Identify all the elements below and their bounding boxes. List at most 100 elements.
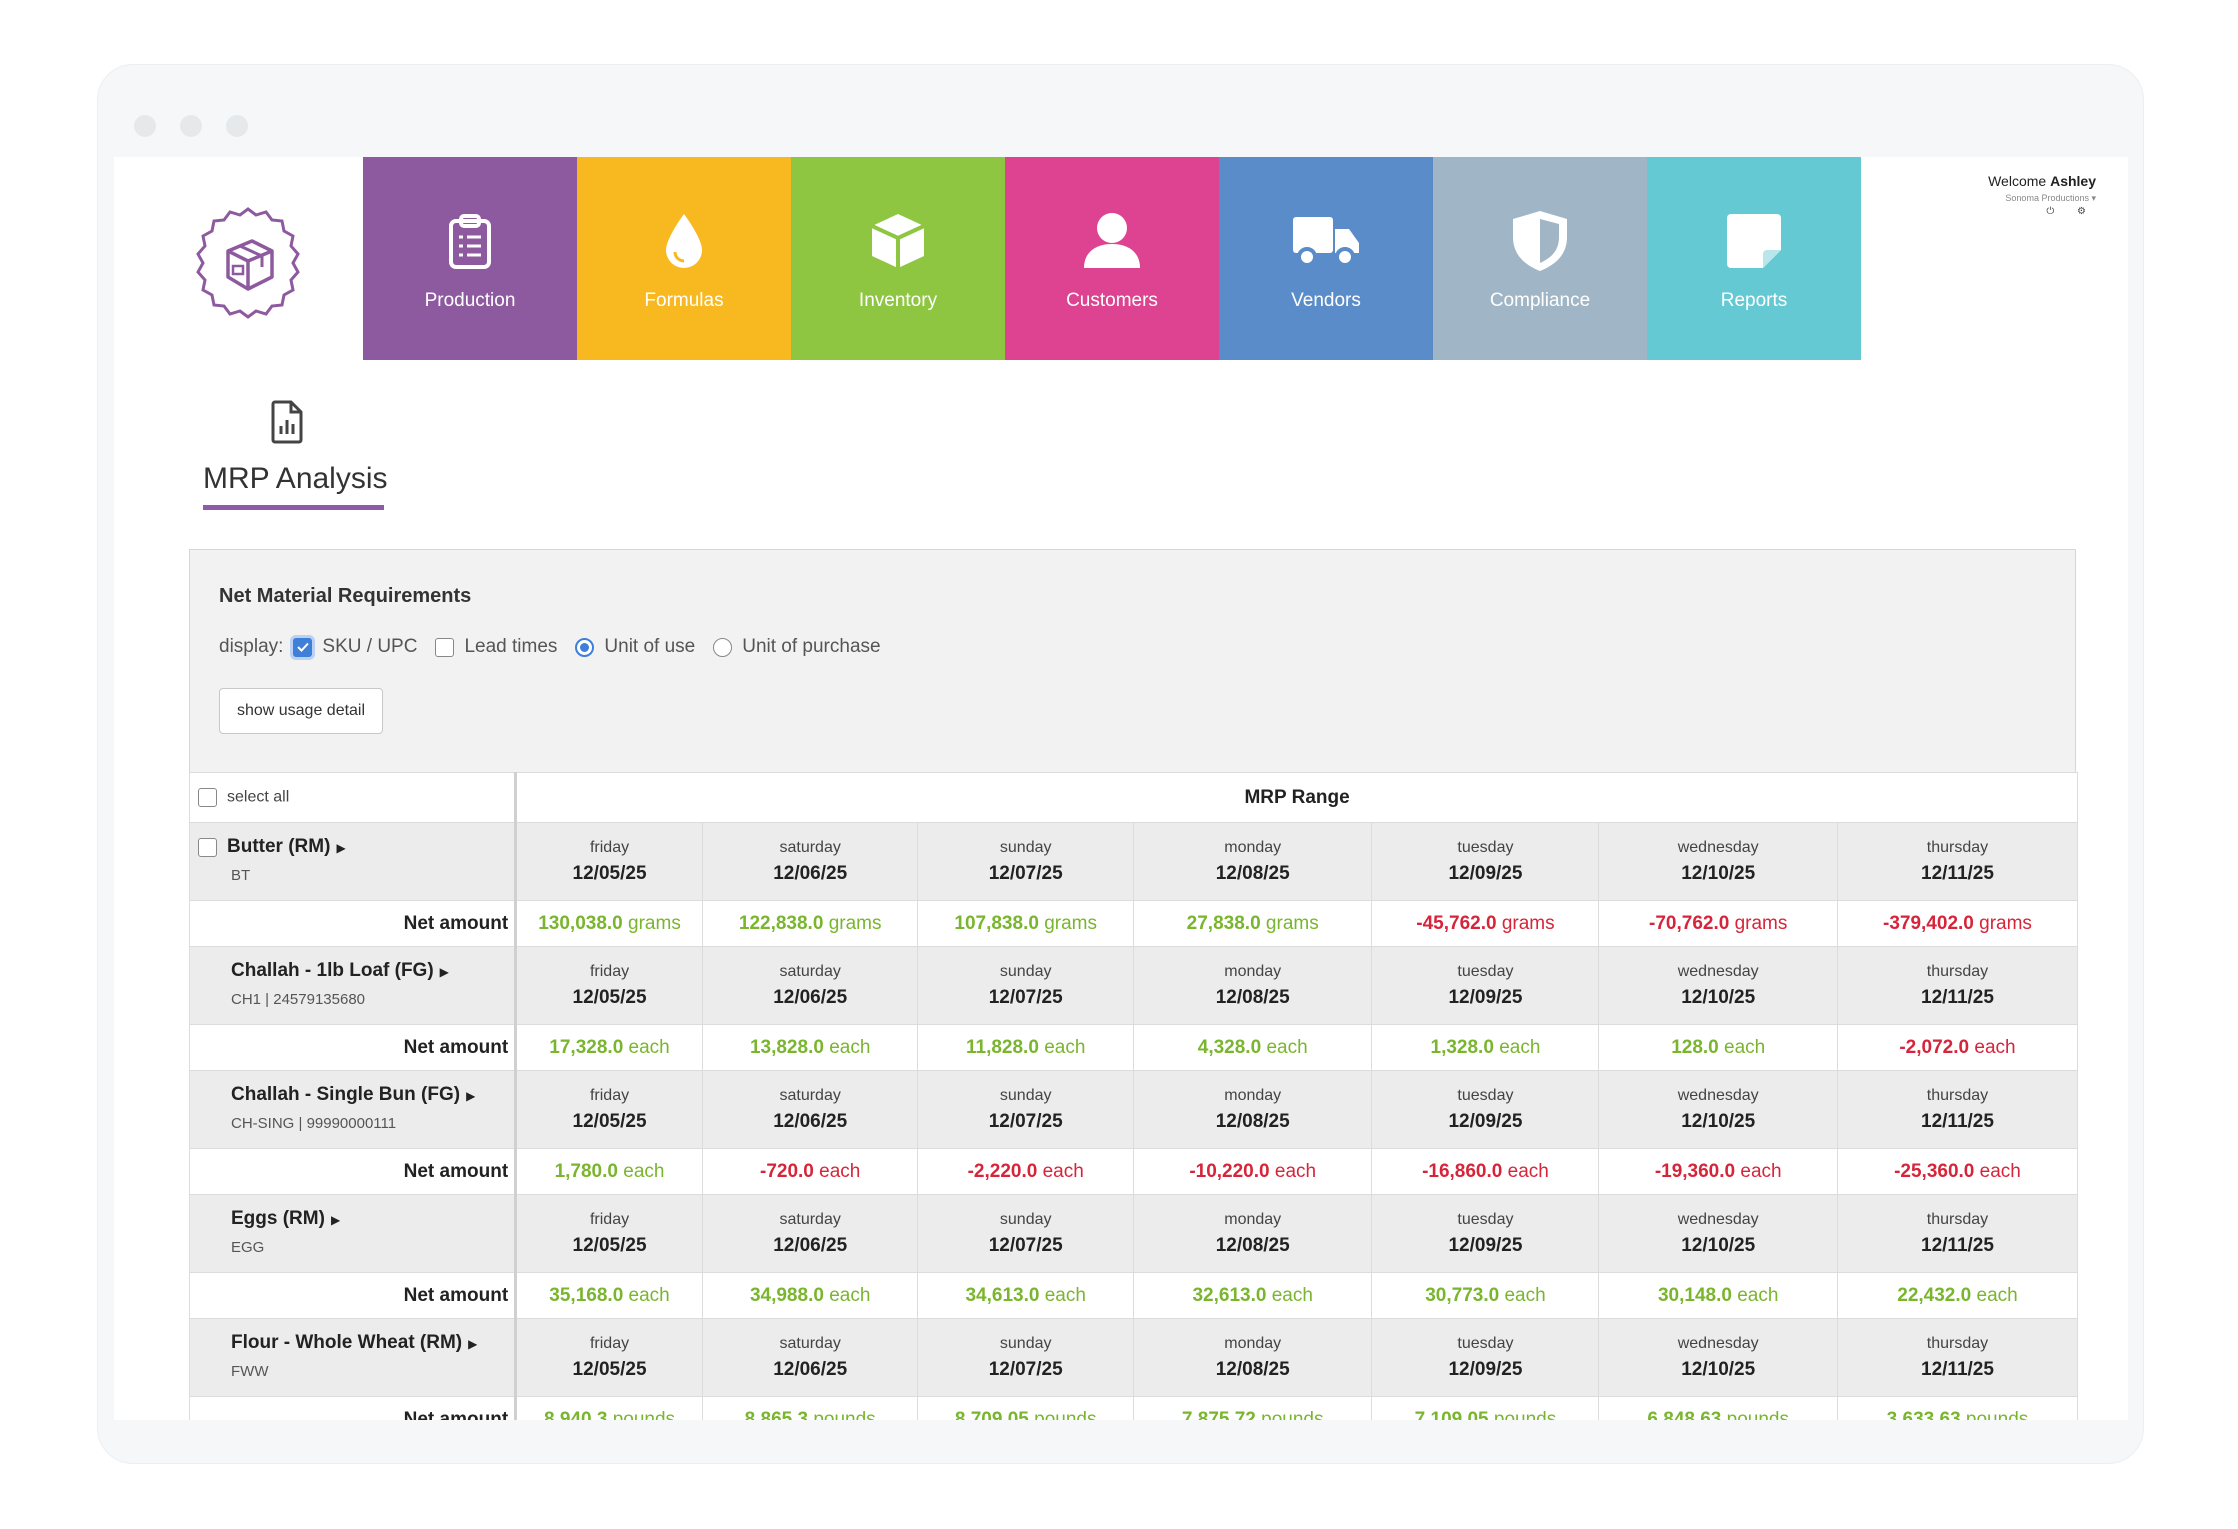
item-line: Butter (RM) ▶: [198, 836, 514, 858]
option-unit-of-purchase[interactable]: Unit of purchase: [713, 636, 881, 658]
net-amount-number: -19,360.0: [1654, 1160, 1736, 1182]
nav-production[interactable]: Production: [363, 157, 577, 360]
net-amount-unit: each: [819, 1160, 861, 1182]
net-amount-value: 27,838.0 grams: [1132, 900, 1373, 947]
show-usage-detail-button[interactable]: show usage detail: [219, 688, 383, 734]
day-cell: saturday 12/06/25: [701, 946, 919, 1025]
item-sku: FWW: [231, 1363, 269, 1380]
day-date: 12/09/25: [1448, 1234, 1523, 1256]
item-name[interactable]: Flour - Whole Wheat (RM) ▶: [231, 1332, 478, 1353]
expand-triangle-icon[interactable]: ▶: [330, 1213, 341, 1227]
item-sku: EGG: [231, 1239, 265, 1256]
page-title: MRP Analysis: [203, 462, 388, 495]
day-cell: tuesday 12/09/25: [1371, 822, 1600, 901]
day-name: friday: [589, 1334, 630, 1352]
user-menu[interactable]: Welcome Ashley Sonoma Productions ▾ ⏻ ⚙: [1988, 173, 2096, 217]
window-close-dot[interactable]: [134, 115, 156, 137]
shield-icon: [1505, 206, 1575, 276]
nav-formulas[interactable]: Formulas: [577, 157, 791, 360]
day-cell: friday 12/05/25: [515, 1318, 703, 1397]
unit-of-use-radio[interactable]: [575, 637, 595, 657]
item-checkbox[interactable]: [198, 837, 217, 857]
select-all-checkbox[interactable]: [198, 788, 217, 807]
day-name: friday: [589, 1210, 630, 1228]
day-name: monday: [1224, 838, 1282, 856]
option-unit-of-use[interactable]: Unit of use: [575, 636, 695, 658]
net-amount-number: -16,860.0: [1422, 1160, 1503, 1182]
net-amount-unit: each: [623, 1160, 665, 1182]
day-cell: monday 12/08/25: [1132, 1318, 1373, 1397]
unit-of-purchase-radio[interactable]: [713, 637, 733, 657]
day-date: 12/10/25: [1681, 1110, 1756, 1132]
nav-compliance[interactable]: Compliance: [1433, 157, 1647, 360]
day-date: 12/09/25: [1448, 862, 1523, 884]
user-icon: [1077, 206, 1147, 276]
day-cell: tuesday 12/09/25: [1371, 1318, 1600, 1397]
net-amount-number: -10,220.0: [1189, 1160, 1270, 1182]
select-all-cell[interactable]: select all: [188, 772, 518, 823]
net-amount-value: -2,220.0 each: [917, 1148, 1134, 1195]
day-date: 12/09/25: [1448, 1110, 1523, 1132]
item-name[interactable]: Butter (RM) ▶: [227, 836, 346, 857]
option-sku[interactable]: SKU / UPC: [293, 636, 417, 658]
item-name[interactable]: Challah - 1lb Loaf (FG) ▶: [231, 960, 449, 981]
net-amount-row: Net amount 8,940.3 pounds 8,865.3 pounds 8,…: [188, 1396, 2079, 1421]
option-lead-times[interactable]: Lead times: [435, 636, 557, 658]
app-logo[interactable]: [188, 203, 308, 323]
net-amount-unit: each: [1724, 1036, 1766, 1058]
nav-vendors[interactable]: Vendors: [1219, 157, 1433, 360]
net-amount-unit: each: [628, 1284, 670, 1306]
net-amount-value: -2,072.0 each: [1836, 1024, 2079, 1071]
company-selector[interactable]: Sonoma Productions ▾: [2005, 193, 2096, 203]
item-name[interactable]: Challah - Single Bun (FG) ▶: [231, 1084, 476, 1105]
day-name: sunday: [999, 1086, 1052, 1104]
nav-reports[interactable]: Reports: [1647, 157, 1861, 360]
welcome-text: Welcome Ashley: [1988, 173, 2096, 189]
net-amount-number: 122,838.0: [738, 912, 824, 934]
day-cell: monday 12/08/25: [1132, 822, 1373, 901]
nav-customers[interactable]: Customers: [1005, 157, 1219, 360]
net-amount-unit: pounds: [1261, 1408, 1324, 1421]
day-name: friday: [589, 1086, 630, 1104]
expand-triangle-icon[interactable]: ▶: [468, 1337, 478, 1351]
day-cell: saturday 12/06/25: [701, 822, 919, 901]
panel-title: Net Material Requirements: [219, 585, 472, 607]
day-name: sunday: [999, 838, 1052, 856]
net-amount-number: 1,328.0: [1430, 1036, 1494, 1058]
net-amount-unit: each: [628, 1036, 670, 1058]
sku-checkbox[interactable]: [293, 637, 313, 657]
day-date: 12/07/25: [988, 1110, 1063, 1132]
expand-triangle-icon[interactable]: ▶: [336, 841, 346, 855]
window-maximize-dot[interactable]: [226, 115, 248, 137]
net-amount-value: -720.0 each: [701, 1148, 919, 1195]
lead-times-checkbox[interactable]: [435, 637, 455, 657]
day-name: saturday: [779, 1086, 841, 1104]
item-name[interactable]: Eggs (RM) ▶: [231, 1208, 341, 1229]
item-line: Challah - 1lb Loaf (FG) ▶: [198, 960, 514, 982]
expand-triangle-icon[interactable]: ▶: [466, 1089, 476, 1103]
net-amount-unit: grams: [1044, 912, 1097, 934]
panel-header: Net Material Requirements display: SKU /…: [190, 550, 2075, 773]
day-date: 12/11/25: [1921, 1234, 1994, 1256]
nav-inventory[interactable]: Inventory: [791, 157, 1005, 360]
item-cell: Eggs (RM) ▶ EGG: [188, 1194, 518, 1273]
day-cell: tuesday 12/09/25: [1371, 1070, 1600, 1149]
net-amount-number: 3,633.63: [1886, 1408, 1961, 1421]
net-amount-unit: grams: [1734, 912, 1788, 934]
net-amount-value: 122,838.0 grams: [701, 900, 919, 947]
net-amount-value: -25,360.0 each: [1836, 1148, 2079, 1195]
expand-triangle-icon[interactable]: ▶: [439, 965, 449, 979]
item-header-row: Eggs (RM) ▶ EGG friday 12/05/25 saturday 12/06…: [188, 1194, 2079, 1273]
item-cell: Butter (RM) ▶ BT: [188, 822, 518, 901]
net-amount-value: 34,613.0 each: [917, 1272, 1134, 1319]
day-name: saturday: [779, 962, 841, 980]
day-name: tuesday: [1457, 838, 1514, 856]
net-amount-unit: grams: [1979, 912, 2032, 934]
net-amount-number: -2,220.0: [967, 1160, 1038, 1182]
day-date: 12/07/25: [988, 862, 1063, 884]
net-amount-unit: grams: [828, 912, 882, 934]
net-amount-unit: each: [1974, 1036, 2016, 1058]
day-date: 12/06/25: [773, 1110, 848, 1132]
user-action-icons[interactable]: ⏻ ⚙: [2046, 206, 2096, 217]
window-minimize-dot[interactable]: [180, 115, 202, 137]
